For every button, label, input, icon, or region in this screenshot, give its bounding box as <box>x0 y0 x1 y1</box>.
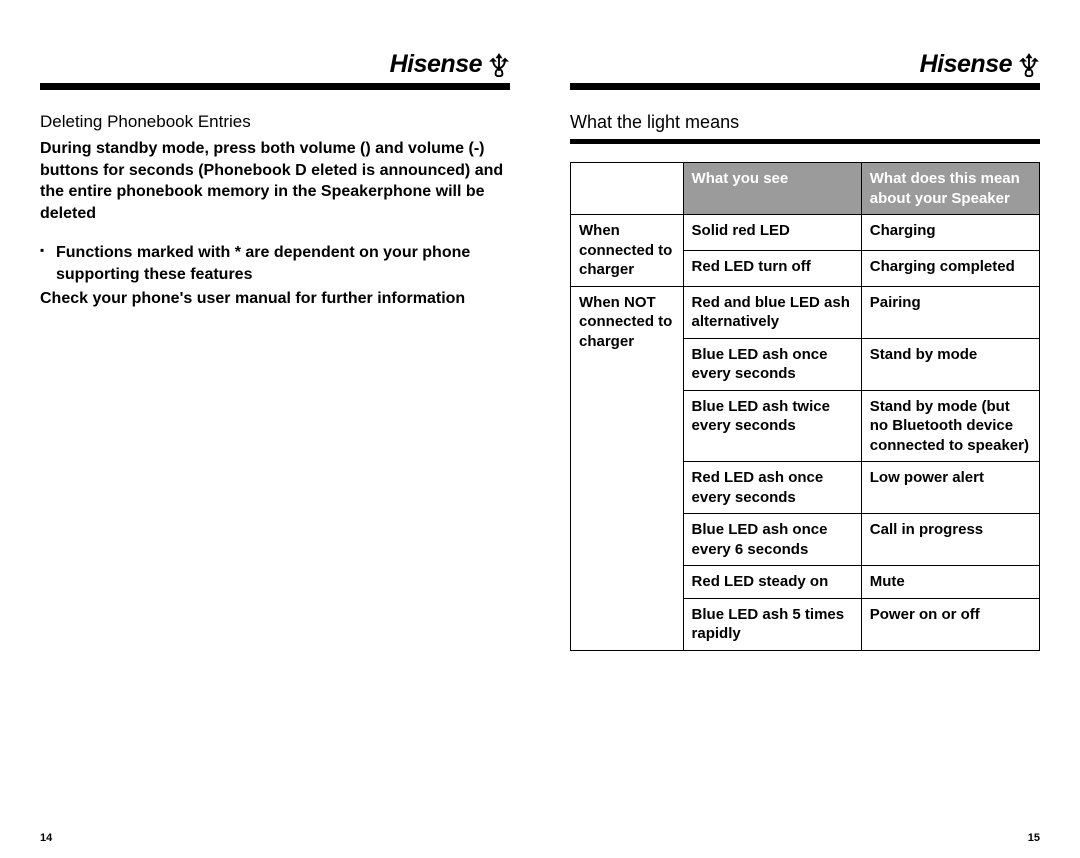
top-rule <box>40 83 510 90</box>
cell-mean: Power on or off <box>861 598 1039 650</box>
header-blank <box>571 163 684 215</box>
section-rule <box>570 139 1040 144</box>
page-right: Hisense What the light means What you se… <box>540 50 1080 828</box>
cell-see: Red LED ash once every seconds <box>683 462 861 514</box>
cell-mean: Charging completed <box>861 250 1039 286</box>
page-number: 15 <box>1028 832 1040 844</box>
cell-mean: Stand by mode (but no Bluetooth device c… <box>861 390 1039 462</box>
cell-see: Blue LED ash once every seconds <box>683 338 861 390</box>
cell-mean: Pairing <box>861 286 1039 338</box>
bullet-sub: Check your phone's user manual for furth… <box>40 286 510 310</box>
cell-see: Red LED turn off <box>683 250 861 286</box>
trident-icon <box>1018 53 1040 77</box>
table-header-row: What you see What does this mean about y… <box>571 163 1040 215</box>
group-label-no-charger: When NOT connected to charger <box>571 286 684 650</box>
cell-mean: Call in progress <box>861 514 1039 566</box>
bullet-main: Functions marked with * are dependent on… <box>56 244 470 283</box>
cell-see: Blue LED ash once every 6 seconds <box>683 514 861 566</box>
list-item: Functions marked with * are dependent on… <box>40 242 510 309</box>
brand-text: Hisense <box>920 50 1012 79</box>
page-left: Hisense Deleting Phonebook Entries Durin… <box>0 50 540 828</box>
cell-mean: Mute <box>861 566 1039 599</box>
cell-see: Red and blue LED ash alternatively <box>683 286 861 338</box>
header-see: What you see <box>683 163 861 215</box>
cell-see: Blue LED ash 5 times rapidly <box>683 598 861 650</box>
cell-mean: Charging <box>861 215 1039 251</box>
body-paragraph: During standby mode, press both volume (… <box>40 138 510 224</box>
page-number: 14 <box>40 832 52 844</box>
cell-see: Solid red LED <box>683 215 861 251</box>
header-mean: What does this mean about your Speaker <box>861 163 1039 215</box>
cell-see: Red LED steady on <box>683 566 861 599</box>
cell-mean: Low power alert <box>861 462 1039 514</box>
cell-mean: Stand by mode <box>861 338 1039 390</box>
brand-row: Hisense <box>570 50 1040 79</box>
brand-text: Hisense <box>390 50 482 79</box>
cell-see: Blue LED ash twice every seconds <box>683 390 861 462</box>
trident-icon <box>488 53 510 77</box>
bullet-list: Functions marked with * are dependent on… <box>40 242 510 309</box>
group-label-charger: When connected to charger <box>571 215 684 287</box>
section-title: Deleting Phonebook Entries <box>40 112 510 132</box>
table-row: When NOT connected to charger Red and bl… <box>571 286 1040 338</box>
brand-row: Hisense <box>40 50 510 79</box>
table-row: When connected to charger Solid red LED … <box>571 215 1040 251</box>
section-title: What the light means <box>570 112 1040 133</box>
led-table: What you see What does this mean about y… <box>570 162 1040 651</box>
top-rule <box>570 83 1040 90</box>
